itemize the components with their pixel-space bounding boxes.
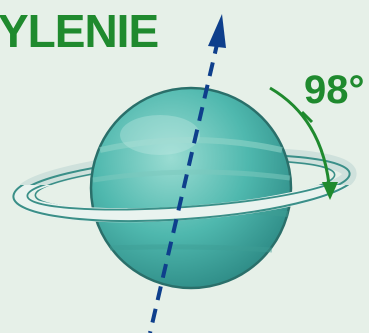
tilt-angle-label: 98°	[304, 68, 365, 112]
axis-arrowhead-icon	[208, 14, 226, 48]
rotation-axis	[148, 14, 226, 333]
planet-uranus	[89, 86, 293, 290]
page-title: YLENIE	[0, 5, 159, 57]
arc-arrowhead-icon	[322, 182, 338, 200]
ring-front	[12, 185, 358, 223]
tilt-arc	[269, 86, 338, 200]
